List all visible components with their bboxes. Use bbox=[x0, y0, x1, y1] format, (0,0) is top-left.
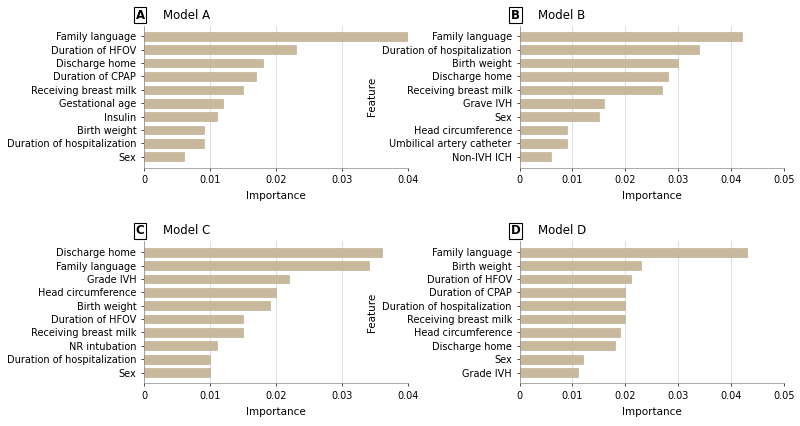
Y-axis label: Feature: Feature bbox=[367, 77, 377, 116]
Bar bbox=[519, 315, 626, 323]
Bar bbox=[144, 72, 256, 81]
Bar bbox=[519, 153, 551, 161]
Bar bbox=[144, 32, 409, 41]
Bar bbox=[144, 59, 263, 67]
Bar bbox=[519, 99, 604, 108]
Bar bbox=[144, 112, 217, 121]
Bar bbox=[144, 275, 290, 283]
X-axis label: Importance: Importance bbox=[622, 191, 682, 201]
Bar bbox=[519, 86, 662, 94]
Y-axis label: Feature: Feature bbox=[367, 293, 377, 332]
Bar bbox=[144, 315, 243, 323]
X-axis label: Importance: Importance bbox=[246, 406, 306, 417]
Text: Model C: Model C bbox=[162, 225, 210, 237]
Bar bbox=[519, 355, 583, 363]
Bar bbox=[519, 261, 641, 270]
Bar bbox=[144, 368, 210, 377]
Bar bbox=[519, 368, 578, 377]
Bar bbox=[144, 355, 210, 363]
Bar bbox=[519, 112, 599, 121]
Y-axis label: Feature: Feature bbox=[0, 293, 2, 332]
Bar bbox=[144, 261, 369, 270]
Bar bbox=[144, 99, 223, 108]
Y-axis label: Feature: Feature bbox=[0, 77, 2, 116]
Bar bbox=[144, 126, 203, 134]
Bar bbox=[519, 32, 742, 41]
Text: A: A bbox=[135, 9, 145, 22]
Bar bbox=[144, 86, 243, 94]
Text: Model A: Model A bbox=[162, 9, 210, 22]
Bar bbox=[519, 59, 678, 67]
Bar bbox=[144, 328, 243, 337]
Bar bbox=[144, 139, 203, 148]
Text: Model B: Model B bbox=[538, 9, 586, 22]
X-axis label: Importance: Importance bbox=[246, 191, 306, 201]
Bar bbox=[144, 248, 382, 256]
X-axis label: Importance: Importance bbox=[622, 406, 682, 417]
Bar bbox=[144, 46, 296, 54]
Bar bbox=[519, 288, 626, 296]
Bar bbox=[144, 301, 270, 310]
Bar bbox=[519, 248, 747, 256]
Bar bbox=[519, 342, 614, 350]
Bar bbox=[144, 153, 184, 161]
Text: D: D bbox=[510, 225, 521, 237]
Bar bbox=[519, 46, 699, 54]
Bar bbox=[144, 288, 276, 296]
Text: B: B bbox=[511, 9, 520, 22]
Bar bbox=[519, 301, 626, 310]
Bar bbox=[519, 275, 630, 283]
Bar bbox=[519, 72, 668, 81]
Bar bbox=[144, 342, 217, 350]
Bar bbox=[519, 139, 567, 148]
Text: C: C bbox=[136, 225, 145, 237]
Bar bbox=[519, 126, 567, 134]
Bar bbox=[519, 328, 620, 337]
Text: Model D: Model D bbox=[538, 225, 586, 237]
